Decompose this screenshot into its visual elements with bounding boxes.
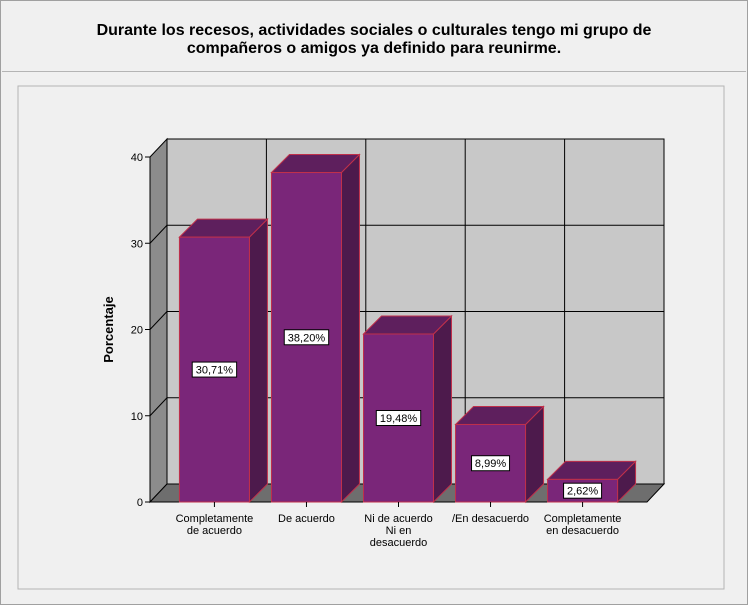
data-label-box [471, 455, 511, 472]
x-tick-label: De acuerdo [278, 513, 335, 525]
data-label-box [191, 361, 238, 378]
data-label-box [283, 329, 330, 346]
data-label-box [375, 409, 422, 426]
y-tick-label: 30 [131, 238, 143, 250]
x-tick-label: Completamente [176, 513, 254, 525]
data-label: 2,62% [567, 486, 598, 498]
data-label: 30,71% [196, 365, 234, 377]
y-tick-label: 10 [131, 411, 143, 423]
bar-side [340, 153, 360, 504]
y-tick-label: 0 [137, 497, 143, 509]
title-area: Durante los recesos, actividades sociale… [2, 2, 746, 72]
chart-title-line-1: Durante los recesos, actividades sociale… [96, 22, 652, 39]
y-tick-label: 20 [131, 325, 143, 337]
bar-side [433, 314, 452, 504]
x-tick-label: /En desacuerdo [452, 513, 529, 525]
x-tick-label: Completamente [544, 513, 622, 525]
data-label: 8,99% [475, 458, 506, 470]
data-label: 19,48% [380, 413, 418, 425]
x-tick-label: desacuerdo [370, 537, 428, 549]
y-axis-label: Porcentaje [101, 296, 116, 362]
x-tick-label: Ni en [386, 525, 412, 537]
x-tick-label: Ni de acuerdo [364, 513, 433, 525]
chart-title: Durante los recesos, actividades sociale… [2, 22, 746, 58]
gridline-side [149, 397, 168, 417]
chart-title-line-2: compañeros o amigos ya definido para reu… [186, 40, 562, 57]
y-tick-label: 40 [131, 152, 143, 164]
bar-side [248, 217, 268, 504]
data-label-box [563, 482, 603, 499]
data-label: 38,20% [288, 332, 326, 344]
x-tick-label: de acuerdo [187, 525, 242, 537]
x-tick-label: en desacuerdo [546, 525, 619, 537]
gridline-side [149, 224, 168, 244]
gridline-side [149, 311, 168, 330]
